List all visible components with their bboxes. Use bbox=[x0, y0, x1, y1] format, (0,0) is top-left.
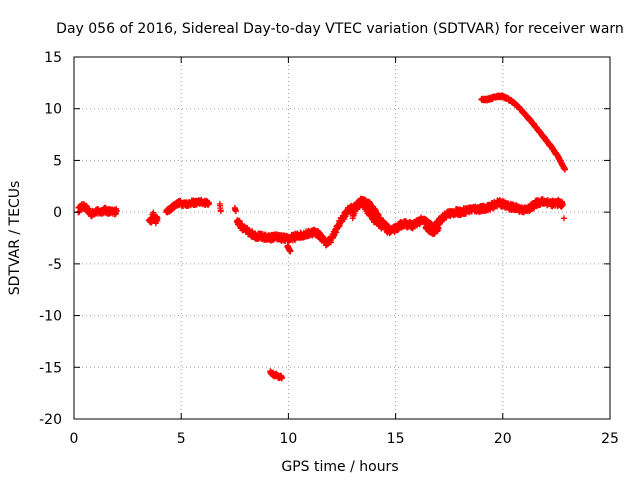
y-tick-label: 10 bbox=[44, 102, 62, 118]
data-point bbox=[435, 225, 442, 232]
axis-ticks bbox=[73, 56, 611, 420]
x-tick-label: 5 bbox=[177, 431, 186, 447]
data-point bbox=[333, 229, 340, 236]
chart-title: Day 056 of 2016, Sidereal Day-to-day VTE… bbox=[56, 21, 624, 37]
data-point bbox=[206, 199, 213, 206]
data-point bbox=[384, 222, 390, 229]
y-tick-label: -15 bbox=[39, 360, 62, 376]
data-series-sdtvar bbox=[75, 92, 568, 382]
x-axis-tick-labels: 0 5 10 15 20 25 bbox=[70, 431, 619, 447]
data-point bbox=[113, 208, 120, 215]
x-tick-label: 20 bbox=[494, 431, 512, 447]
y-axis-title: SDTVAR / TECUs bbox=[7, 181, 23, 296]
data-point bbox=[287, 248, 294, 255]
y-tick-label: -5 bbox=[48, 257, 62, 273]
data-point bbox=[217, 208, 224, 215]
y-tick-label: 15 bbox=[44, 50, 62, 66]
x-tick-label: 10 bbox=[279, 431, 297, 447]
data-point bbox=[154, 215, 161, 222]
data-point bbox=[562, 166, 568, 173]
x-tick-label: 0 bbox=[70, 431, 79, 447]
plot-frame bbox=[73, 56, 611, 420]
grid bbox=[74, 57, 610, 419]
y-tick-label: -20 bbox=[39, 412, 62, 428]
y-tick-label: -10 bbox=[39, 309, 62, 325]
data-point bbox=[232, 208, 239, 215]
data-point bbox=[560, 215, 567, 222]
x-tick-label: 15 bbox=[387, 431, 405, 447]
y-axis-tick-labels: -20 -15 -10 -5 0 5 10 15 bbox=[39, 50, 62, 428]
y-tick-label: 0 bbox=[53, 205, 62, 221]
data-point bbox=[559, 201, 566, 208]
x-tick-label: 25 bbox=[601, 431, 619, 447]
y-tick-label: 5 bbox=[53, 153, 62, 169]
data-point bbox=[279, 374, 285, 381]
x-axis-title: GPS time / hours bbox=[281, 459, 398, 475]
